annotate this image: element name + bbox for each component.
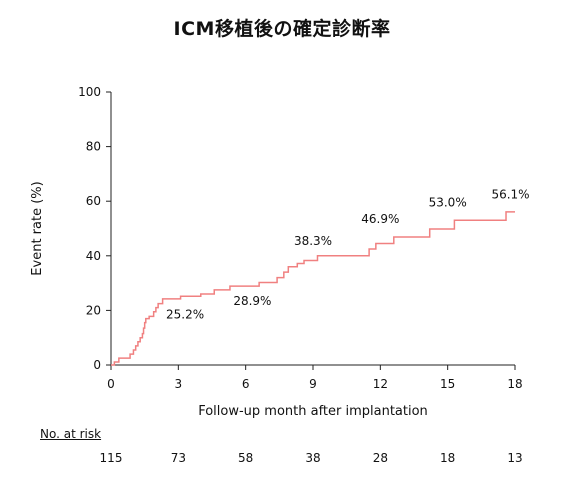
x-tick-label: 9 [309,377,317,391]
y-tick-label: 100 [78,85,101,99]
x-tick-label: 6 [242,377,250,391]
event-rate-step-line [111,211,515,366]
x-tick-label: 18 [507,377,522,391]
y-tick-label: 20 [86,303,101,317]
risk-value: 58 [238,451,254,465]
x-tick-label: 12 [373,377,388,391]
risk-table-heading: No. at risk [40,427,102,441]
risk-value: 115 [99,451,123,465]
y-tick-label: 60 [86,194,101,208]
risk-value: 28 [372,451,388,465]
data-label: 46.9% [361,212,399,226]
risk-value: 18 [440,451,456,465]
risk-value: 73 [170,451,186,465]
data-label: 56.1% [491,187,529,201]
x-tick-label: 0 [107,377,115,391]
data-label: 28.9% [233,294,271,308]
data-label: 38.3% [294,234,332,248]
x-axis-label: Follow-up month after implantation [198,404,428,419]
chart-title: ICM移植後の確定診断率 [173,18,391,40]
y-axis-label: Event rate (%) [30,181,45,275]
data-label: 25.2% [166,308,204,322]
x-tick-label: 3 [175,377,183,391]
y-tick-label: 80 [86,140,101,154]
risk-value: 13 [507,451,523,465]
data-label: 53.0% [429,196,467,210]
y-tick-label: 0 [93,358,101,372]
x-tick-label: 15 [440,377,455,391]
y-tick-label: 40 [86,249,101,263]
risk-value: 38 [305,451,321,465]
